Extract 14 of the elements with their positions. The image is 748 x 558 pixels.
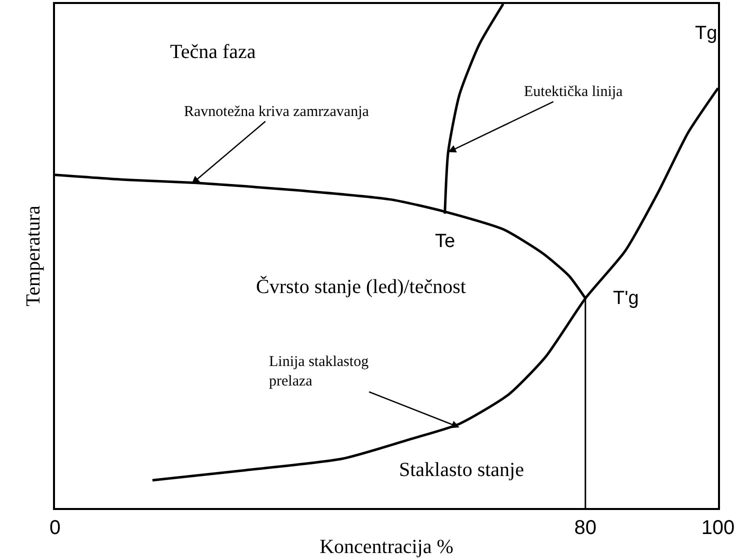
annotation: Te: [435, 231, 456, 252]
annotation: Staklasto stanje: [399, 459, 524, 481]
y-axis-title: Temperatura: [22, 206, 44, 306]
annotation: Linija staklastog prelaza: [269, 354, 370, 390]
annotation: Čvrsto stanje (led)/tečnost: [256, 275, 466, 298]
annotation: Ravnotežna kriva zamrzavanja: [184, 104, 370, 120]
annotation: Eutektička linija: [524, 84, 624, 100]
annotation: Tečna faza: [170, 41, 256, 63]
x-tick-label: 0: [49, 516, 61, 539]
x-tick-label: 80: [574, 516, 597, 539]
annotation: Tg: [695, 23, 718, 44]
x-axis-title: Koncentracija %: [320, 536, 454, 558]
annotation: T'g: [613, 288, 639, 309]
x-tick-label: 100: [701, 516, 735, 539]
